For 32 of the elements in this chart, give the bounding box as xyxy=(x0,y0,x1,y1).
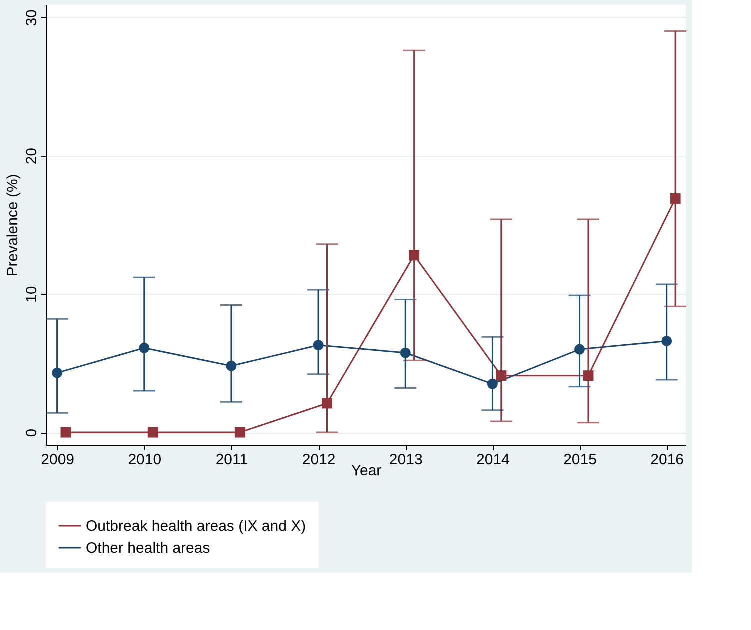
point xyxy=(226,360,237,372)
point xyxy=(574,344,586,355)
x-tick-label: 2014 xyxy=(476,452,510,468)
y-tick-label: 10 xyxy=(24,286,40,304)
point xyxy=(139,342,150,354)
point xyxy=(487,378,498,390)
x-tick-label: 2011 xyxy=(216,452,248,468)
legend-label: Outbreak health areas (IX and X) xyxy=(86,518,306,535)
point xyxy=(234,427,246,438)
x-tick-label: 2016 xyxy=(650,452,684,468)
point xyxy=(496,370,507,382)
x-tick-label: 2012 xyxy=(302,452,336,468)
x-tick-label: 2015 xyxy=(564,452,597,468)
point xyxy=(583,370,594,382)
point xyxy=(52,368,63,378)
x-tick-label: 2010 xyxy=(128,452,162,468)
x-tick-label: 2009 xyxy=(41,452,75,468)
y-tick-label: 30 xyxy=(24,10,40,26)
y-tick-label: 0 xyxy=(24,428,40,438)
point xyxy=(662,336,672,346)
point xyxy=(322,398,332,409)
point xyxy=(409,250,420,261)
point xyxy=(313,340,324,351)
y-axis-title: Prevalence (%) xyxy=(4,174,22,277)
point xyxy=(670,193,681,204)
y-tick-label: 20 xyxy=(24,148,40,165)
point xyxy=(148,427,158,438)
x-tick-label: 2013 xyxy=(389,452,423,468)
point xyxy=(60,427,72,438)
legend-label: Other health areas xyxy=(86,540,210,557)
point xyxy=(400,348,411,358)
x-axis-title: Year xyxy=(351,462,382,480)
